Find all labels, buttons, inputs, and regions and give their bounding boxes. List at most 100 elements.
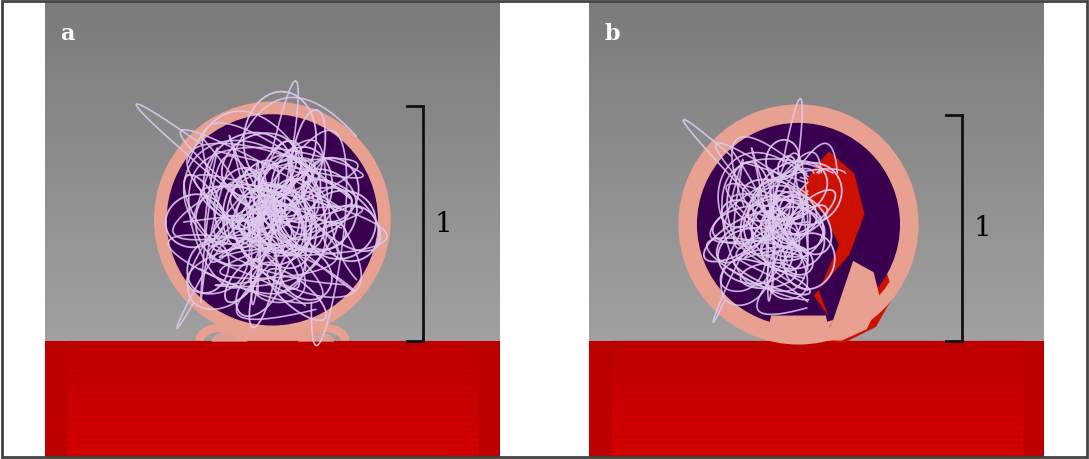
Bar	[589, 127, 1044, 129]
Bar	[45, 284, 500, 286]
Bar	[589, 339, 1044, 341]
Bar	[589, 373, 1044, 375]
Bar	[45, 259, 500, 261]
FancyBboxPatch shape	[40, 341, 504, 457]
Bar	[45, 11, 500, 14]
Bar	[589, 380, 1044, 382]
Bar	[45, 213, 500, 216]
Bar	[589, 400, 1044, 402]
Bar	[589, 73, 1044, 75]
Bar	[589, 323, 1044, 325]
Polygon shape	[798, 152, 865, 316]
Bar	[45, 341, 500, 343]
Bar	[45, 132, 500, 134]
Bar	[589, 102, 1044, 105]
Bar	[589, 209, 1044, 211]
Bar	[589, 109, 1044, 112]
Bar	[45, 175, 500, 177]
Bar	[45, 166, 500, 168]
Bar	[589, 239, 1044, 241]
Bar	[45, 418, 500, 420]
Bar	[589, 139, 1044, 141]
Bar	[589, 216, 1044, 218]
Bar	[612, 347, 1021, 353]
Bar	[45, 345, 500, 347]
Bar	[45, 93, 500, 95]
Bar	[45, 302, 500, 304]
Bar	[45, 454, 500, 457]
Bar	[612, 370, 1021, 375]
Bar	[589, 91, 1044, 93]
Bar	[589, 82, 1044, 84]
Bar	[589, 441, 1044, 443]
Bar	[589, 159, 1044, 162]
Bar	[68, 364, 477, 370]
Bar	[45, 218, 500, 220]
Bar	[45, 388, 500, 391]
Bar	[589, 318, 1044, 320]
Bar	[45, 293, 500, 296]
Bar	[45, 202, 500, 205]
Bar	[589, 291, 1044, 293]
Polygon shape	[821, 254, 894, 343]
Bar	[589, 120, 1044, 123]
Bar	[612, 439, 1021, 445]
Bar	[589, 252, 1044, 254]
Bar	[45, 100, 500, 102]
Bar	[45, 29, 500, 32]
Bar	[612, 416, 1021, 422]
Bar	[68, 381, 477, 387]
Bar	[589, 196, 1044, 198]
Bar	[45, 420, 500, 423]
Bar	[589, 225, 1044, 227]
Bar	[589, 141, 1044, 143]
Bar	[589, 170, 1044, 173]
Bar	[45, 77, 500, 79]
Bar	[45, 112, 500, 114]
Bar	[45, 155, 500, 157]
Bar	[45, 286, 500, 289]
Bar	[589, 364, 1044, 366]
Bar	[45, 34, 500, 36]
Bar	[612, 370, 1021, 375]
Bar	[612, 434, 1021, 439]
Bar	[612, 341, 1021, 347]
Bar	[45, 211, 500, 213]
Bar	[589, 316, 1044, 318]
Bar	[45, 263, 500, 266]
Bar	[589, 259, 1044, 261]
Bar	[589, 105, 1044, 107]
Bar	[589, 311, 1044, 313]
Bar	[589, 286, 1044, 289]
Bar	[589, 148, 1044, 150]
Bar	[589, 391, 1044, 393]
Bar	[45, 282, 500, 284]
Bar	[589, 129, 1044, 132]
Bar	[589, 254, 1044, 257]
FancyBboxPatch shape	[585, 341, 1049, 457]
Bar	[45, 200, 500, 202]
Bar	[612, 399, 1021, 404]
Bar	[589, 118, 1044, 120]
Bar	[589, 136, 1044, 139]
Bar	[45, 280, 500, 282]
Bar	[45, 357, 500, 359]
Bar	[45, 246, 500, 248]
Bar	[45, 59, 500, 62]
Bar	[612, 439, 1021, 445]
Bar	[612, 410, 1021, 416]
Bar	[589, 280, 1044, 282]
Bar	[589, 198, 1044, 200]
Bar	[45, 205, 500, 207]
Bar	[612, 416, 1021, 422]
Bar	[589, 284, 1044, 286]
Bar	[589, 330, 1044, 332]
Bar	[45, 23, 500, 25]
Bar	[45, 409, 500, 411]
Bar	[45, 334, 500, 336]
Bar	[589, 377, 1044, 380]
Bar	[45, 391, 500, 393]
Bar	[45, 370, 500, 373]
Bar	[589, 409, 1044, 411]
Bar	[589, 263, 1044, 266]
